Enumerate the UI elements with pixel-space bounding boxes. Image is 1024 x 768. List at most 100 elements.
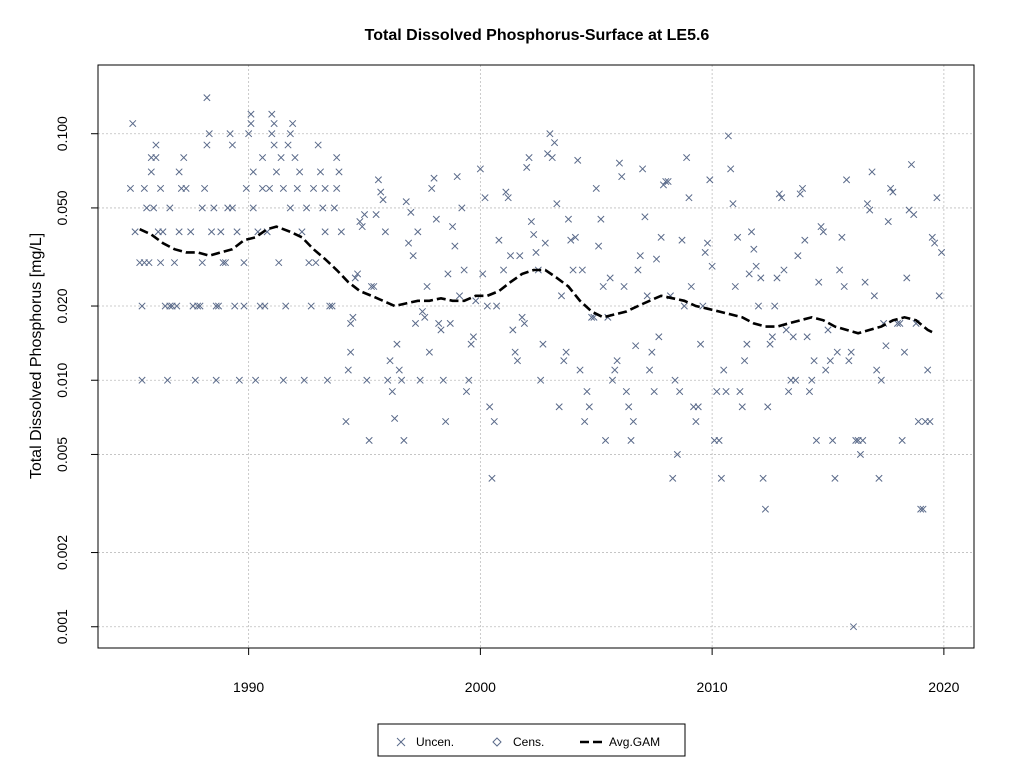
uncen-point xyxy=(683,154,691,162)
uncen-point xyxy=(560,357,568,365)
uncen-point xyxy=(530,230,538,239)
uncen-point xyxy=(527,218,535,226)
x-tick-label: 2020 xyxy=(928,679,959,695)
uncen-point xyxy=(300,376,308,384)
uncen-point xyxy=(801,236,809,244)
uncen-point xyxy=(713,387,721,396)
uncen-point xyxy=(453,173,461,181)
uncen-point xyxy=(861,278,869,286)
uncen-point xyxy=(476,165,484,173)
uncen-point xyxy=(743,340,751,348)
uncen-point xyxy=(601,436,610,444)
uncen-point xyxy=(333,184,341,192)
uncen-point xyxy=(938,248,946,256)
uncen-point xyxy=(685,194,693,202)
uncen-point xyxy=(680,302,688,310)
uncen-point xyxy=(822,366,830,374)
uncen-point xyxy=(414,228,422,236)
uncen-point xyxy=(810,357,818,365)
uncen-point xyxy=(812,436,820,444)
uncen-point xyxy=(537,376,545,384)
chart-title: Total Dissolved Phosphorus-Surface at LE… xyxy=(365,27,710,44)
uncen-point xyxy=(849,623,858,631)
uncen-point xyxy=(455,292,464,300)
uncen-point xyxy=(439,376,447,384)
uncen-point xyxy=(643,292,651,300)
uncen-point xyxy=(467,340,475,348)
uncen-point xyxy=(928,233,936,241)
uncen-point xyxy=(314,141,322,149)
uncen-point xyxy=(428,184,436,192)
x-tick-label: 1990 xyxy=(233,679,264,695)
uncen-point xyxy=(425,348,433,356)
uncen-point xyxy=(736,387,744,396)
uncen-point xyxy=(569,266,577,274)
uncen-point xyxy=(562,348,570,356)
uncen-point xyxy=(374,176,382,184)
uncen-point xyxy=(555,403,563,411)
uncen-point xyxy=(720,366,728,374)
uncen-point xyxy=(703,239,712,247)
uncen-point xyxy=(214,302,223,310)
uncen-point xyxy=(347,319,355,327)
uncen-point xyxy=(525,154,533,162)
uncen-point xyxy=(701,248,709,256)
uncen-point xyxy=(805,387,814,396)
uncen-point xyxy=(312,259,320,267)
uncen-point xyxy=(794,252,802,260)
uncen-point xyxy=(265,184,274,192)
uncen-point xyxy=(196,302,204,310)
uncen-point xyxy=(367,282,376,291)
legend-label-uncen: Uncen. xyxy=(416,735,454,749)
y-axis: 0.001 0.002 0.005 0.010 0.020 0.050 0.100 xyxy=(54,116,98,644)
uncen-point xyxy=(768,333,776,341)
uncen-point xyxy=(734,233,742,241)
uncen-point xyxy=(247,110,255,118)
uncen-point xyxy=(741,357,749,365)
uncen-point xyxy=(140,184,148,192)
uncen-point xyxy=(449,223,457,231)
uncen-point xyxy=(900,348,909,356)
uncen-point xyxy=(446,319,454,327)
uncen-point xyxy=(618,173,626,181)
uncen-point xyxy=(606,274,614,282)
uncen-point xyxy=(738,403,746,411)
uncen-point xyxy=(437,326,445,334)
uncen-point xyxy=(483,302,491,310)
uncen-point xyxy=(898,436,906,444)
uncen-point xyxy=(847,348,855,356)
uncen-point xyxy=(548,154,556,162)
uncen-point xyxy=(388,387,396,396)
uncen-point xyxy=(279,376,287,384)
uncen-point xyxy=(903,274,911,282)
uncen-point xyxy=(444,270,452,278)
uncen-point xyxy=(931,239,939,247)
uncen-point xyxy=(506,252,515,260)
uncen-point xyxy=(442,417,450,426)
uncen-point xyxy=(159,228,167,236)
uncen-point xyxy=(249,168,257,176)
uncen-point xyxy=(541,239,549,247)
uncen-point xyxy=(203,141,211,149)
uncen-point xyxy=(391,414,399,422)
uncen-point xyxy=(513,357,522,365)
uncen-point xyxy=(217,228,225,236)
y-tick-label: 0.005 xyxy=(54,437,70,472)
uncen-point xyxy=(187,228,195,236)
uncen-point xyxy=(782,326,790,334)
uncen-point xyxy=(838,233,846,241)
uncen-point xyxy=(532,248,540,256)
uncen-point xyxy=(305,259,313,267)
uncen-point xyxy=(550,139,559,147)
uncen-point xyxy=(840,282,848,291)
uncen-point xyxy=(233,228,241,236)
uncen-point xyxy=(509,326,517,334)
uncen-point xyxy=(870,292,878,300)
uncen-point xyxy=(323,376,331,384)
uncen-point xyxy=(240,302,248,310)
y-axis-label: Total Dissolved Phosphorus [mg/L] xyxy=(28,233,45,479)
uncen-point xyxy=(831,474,839,482)
uncen-point xyxy=(490,417,498,426)
uncen-point xyxy=(504,194,512,202)
